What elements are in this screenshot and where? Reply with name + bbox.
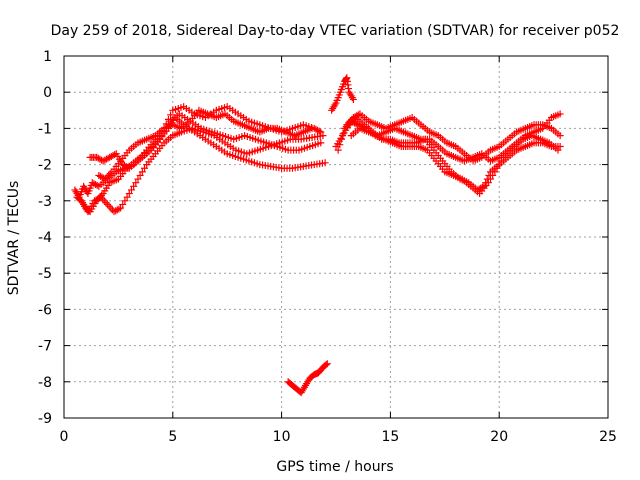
y-tick-label: -2	[38, 158, 52, 174]
y-tick-label: -8	[38, 375, 52, 391]
series-outlier	[284, 360, 331, 397]
data-point	[556, 110, 564, 118]
data-point	[339, 130, 347, 138]
data-point	[319, 132, 327, 140]
x-tick-label: 15	[381, 429, 399, 445]
data-point	[130, 182, 138, 190]
data-point	[491, 168, 499, 176]
data-point	[317, 139, 325, 147]
data-point	[349, 95, 357, 103]
data-point	[123, 193, 131, 201]
y-tick-label: -1	[38, 121, 52, 137]
x-axis-title: GPS time / hours	[276, 459, 393, 475]
y-tick-label: -9	[38, 411, 52, 427]
data-point	[119, 200, 127, 208]
y-tick-label: -3	[38, 194, 52, 210]
data-point	[495, 161, 503, 169]
data-point	[134, 175, 142, 183]
y-tick-label: 0	[43, 85, 52, 101]
data-point	[554, 146, 562, 154]
data-point	[105, 202, 113, 210]
y-tick-label: -4	[38, 230, 52, 246]
y-axis-title: SDTVAR / TECUs	[6, 181, 22, 296]
data-point	[323, 360, 331, 368]
data-point	[141, 164, 149, 172]
data-point	[96, 155, 104, 163]
data-point	[127, 186, 135, 194]
x-tick-label: 25	[599, 429, 617, 445]
data-point	[493, 164, 501, 172]
data-point	[162, 120, 170, 128]
series-spike	[328, 74, 357, 114]
data-point	[115, 205, 123, 213]
data-point	[138, 168, 146, 176]
series-track-C	[80, 124, 327, 216]
data-point	[315, 127, 323, 135]
data-point	[160, 124, 168, 132]
x-tick-label: 0	[60, 429, 69, 445]
data-point	[125, 190, 133, 198]
data-point	[164, 115, 172, 123]
data-point	[336, 141, 344, 149]
data-point	[121, 197, 129, 205]
data-point	[486, 175, 494, 183]
data-point	[317, 128, 325, 136]
data-point	[322, 361, 330, 369]
data-point	[556, 143, 564, 150]
series-track-B	[73, 110, 325, 216]
data-point	[124, 163, 132, 171]
data-point	[337, 135, 345, 143]
data-point	[117, 204, 125, 212]
y-tick-label: -5	[38, 266, 52, 282]
data-point	[102, 199, 110, 207]
data-point	[100, 174, 108, 182]
data-point	[167, 111, 175, 119]
data-point	[556, 132, 564, 140]
data-point	[321, 159, 329, 167]
y-tick-label: 1	[43, 49, 52, 65]
y-tick-label: -7	[38, 339, 52, 355]
chart-title: Day 259 of 2018, Sidereal Day-to-day VTE…	[51, 23, 620, 39]
data-points	[71, 74, 564, 397]
x-tick-label: 20	[490, 429, 508, 445]
data-point	[352, 120, 360, 128]
series-track-E	[95, 103, 325, 183]
data-point	[489, 171, 497, 179]
data-point	[354, 111, 362, 119]
y-tick-label: -6	[38, 302, 52, 318]
data-point	[93, 181, 101, 189]
series-track-I	[347, 110, 564, 165]
data-point	[95, 194, 103, 202]
grid-lines	[64, 56, 608, 418]
data-point	[113, 206, 121, 214]
x-tick-label: 5	[168, 429, 177, 445]
data-point	[132, 179, 140, 187]
data-point	[334, 146, 342, 154]
data-point	[104, 200, 112, 208]
data-point	[484, 179, 492, 187]
x-tick-label: 10	[273, 429, 291, 445]
data-point	[136, 171, 144, 179]
